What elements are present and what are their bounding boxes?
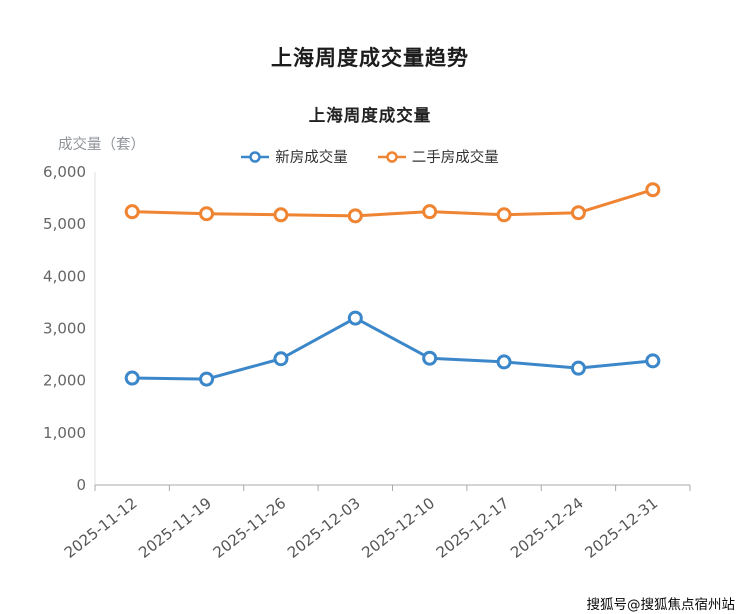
page-title: 上海周度成交量趋势 — [271, 46, 469, 70]
data-point[interactable] — [124, 204, 140, 220]
legend-label: 二手房成交量 — [411, 150, 499, 166]
chart-subtitle: 上海周度成交量 — [308, 106, 432, 125]
svg-text:2,000: 2,000 — [43, 372, 86, 390]
data-point[interactable] — [570, 360, 586, 376]
data-point[interactable] — [199, 206, 215, 222]
watermark-text: 搜狐号@搜狐焦点宿州站 — [586, 597, 736, 613]
data-point[interactable] — [645, 182, 661, 198]
svg-text:2025-12-17: 2025-12-17 — [433, 494, 513, 562]
svg-text:6,000: 6,000 — [43, 163, 86, 181]
legend-label: 新房成交量 — [275, 150, 348, 166]
svg-text:1,000: 1,000 — [43, 424, 86, 442]
svg-text:5,000: 5,000 — [43, 215, 86, 233]
svg-text:4,000: 4,000 — [43, 267, 86, 285]
chart-legend: 新房成交量 二手房成交量 — [0, 146, 740, 167]
svg-text:2025-12-31: 2025-12-31 — [581, 494, 661, 562]
svg-text:2025-11-12: 2025-11-12 — [61, 494, 141, 562]
data-point[interactable] — [645, 353, 661, 369]
y-axis-labels: 0 1,000 2,000 3,000 4,000 5,000 6,000 — [43, 163, 86, 494]
data-point[interactable] — [422, 350, 438, 366]
svg-text:2025-12-24: 2025-12-24 — [507, 494, 587, 562]
legend-item-新房成交量[interactable]: 新房成交量 — [241, 146, 348, 167]
series-二手房成交量 — [124, 182, 661, 224]
svg-text:0: 0 — [76, 476, 86, 494]
data-point[interactable] — [124, 370, 140, 386]
series-新房成交量 — [124, 310, 661, 387]
data-point[interactable] — [570, 205, 586, 221]
svg-text:2025-11-19: 2025-11-19 — [135, 494, 215, 562]
y-axis-name: 成交量（套） — [58, 137, 145, 153]
data-point[interactable] — [422, 204, 438, 220]
svg-text:3,000: 3,000 — [43, 320, 86, 338]
data-point[interactable] — [496, 354, 512, 370]
legend-item-二手房成交量[interactable]: 二手房成交量 — [377, 146, 499, 167]
svg-text:2025-12-03: 2025-12-03 — [284, 494, 364, 562]
svg-text:2025-12-10: 2025-12-10 — [358, 494, 438, 562]
x-axis-labels: 2025-11-122025-11-192025-11-262025-12-03… — [61, 494, 661, 562]
data-point[interactable] — [496, 207, 512, 223]
data-point[interactable] — [273, 351, 289, 367]
svg-text:2025-11-26: 2025-11-26 — [210, 494, 290, 562]
legend-line-marker-icon — [377, 150, 406, 163]
data-point[interactable] — [273, 207, 289, 223]
data-point[interactable] — [347, 208, 363, 224]
legend-line-marker-icon — [241, 150, 270, 163]
data-point[interactable] — [347, 310, 363, 326]
data-point[interactable] — [199, 371, 215, 387]
